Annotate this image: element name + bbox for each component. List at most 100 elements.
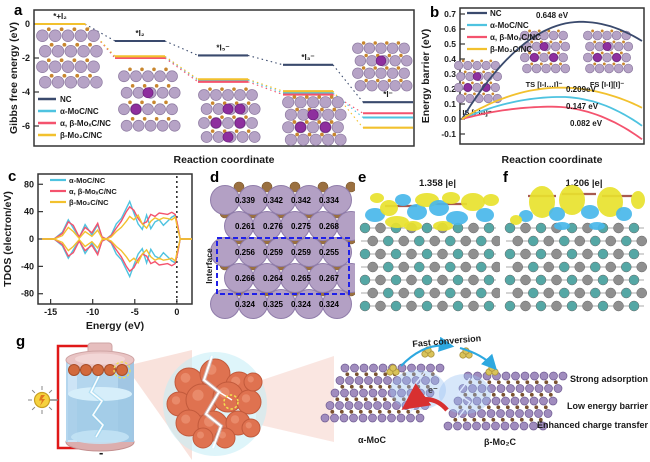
c-atom <box>378 384 383 389</box>
mo-atom <box>481 60 491 71</box>
c-atom <box>62 73 67 78</box>
mo-atom <box>594 63 605 74</box>
lattice-atom <box>414 235 425 247</box>
barrier-annotation: 0.082 eV <box>570 119 603 128</box>
c-atom <box>376 78 380 83</box>
mo-atom <box>496 409 505 418</box>
c-atom <box>415 409 420 414</box>
legend-label: α-MoC/NC <box>60 107 99 116</box>
lattice-atom <box>528 235 539 247</box>
nanoparticle <box>241 418 261 438</box>
c-atom <box>220 115 224 119</box>
mo-atom <box>511 371 520 381</box>
mo-atom <box>613 63 624 74</box>
mo-atom <box>325 401 335 410</box>
lattice-atom <box>491 261 502 273</box>
c-atom <box>489 59 493 63</box>
charge-depletion-blob <box>365 208 385 222</box>
c-atom <box>320 132 324 137</box>
lattice-atom <box>621 235 632 247</box>
iodine-atom <box>234 117 246 129</box>
mo-atom <box>477 409 486 418</box>
mo-atom <box>297 133 310 146</box>
lattice-atom <box>468 222 479 234</box>
c-atom <box>373 66 377 70</box>
lattice-atom <box>483 274 495 286</box>
mo-atom <box>368 413 377 423</box>
bond-length-value: 0.259 <box>263 248 284 257</box>
c-atom <box>387 409 392 414</box>
mo-atom <box>222 89 234 101</box>
mo-atom <box>334 108 347 121</box>
iodine-atom <box>375 55 387 66</box>
c-atom <box>491 92 495 96</box>
nanoparticle-highlight <box>197 431 204 439</box>
mo-atom <box>74 60 88 73</box>
iodine-atom <box>539 42 549 51</box>
panel-letter-g: g <box>16 333 26 350</box>
c-atom <box>549 40 553 44</box>
lattice-atom <box>636 235 647 247</box>
panel-letter-a: a <box>14 2 23 19</box>
mo-atom <box>322 185 352 215</box>
c-atom <box>46 27 51 32</box>
interface-bond-structure: 0.339 0.342 0.342 0.334 0.261 0.276 0.275 0.268… <box>204 181 366 319</box>
mo-atom <box>156 86 169 99</box>
c-atom <box>559 62 562 66</box>
mo-atom <box>515 384 525 393</box>
lattice-atom <box>628 248 640 260</box>
lattice-atom <box>398 287 409 299</box>
mo-atom <box>454 82 464 93</box>
lattice-atom <box>512 261 523 273</box>
c-atom <box>363 397 368 402</box>
electron-label: e⁻ <box>428 385 438 395</box>
c-atom <box>246 101 251 105</box>
lattice-atom <box>390 300 402 312</box>
c-atom <box>491 392 496 397</box>
level-connector <box>84 23 116 59</box>
x-tick-label: -5 <box>131 307 139 317</box>
plot-frame <box>33 9 415 147</box>
lattice-atom <box>528 261 539 273</box>
mo-atom <box>549 371 558 381</box>
mo-atom <box>64 76 78 89</box>
fs-label: FS [I-I][I]⁻ <box>590 80 624 89</box>
c-atom <box>461 81 465 85</box>
bond-length-value: 0.265 <box>291 274 312 283</box>
mo-atom <box>483 93 493 104</box>
mo-atom <box>369 363 378 373</box>
mo-atom <box>36 60 49 73</box>
mo-atom <box>592 30 603 41</box>
mo-atom <box>539 396 548 406</box>
c-atom <box>359 384 364 389</box>
lattice-atom <box>512 287 523 299</box>
mo-atom <box>558 371 568 381</box>
mo-atom <box>142 103 154 116</box>
mo-atom <box>373 376 383 385</box>
c-atom <box>482 92 486 96</box>
lattice-atom <box>551 274 562 286</box>
charge-depletion-blob <box>395 194 411 206</box>
c-atom <box>361 41 366 45</box>
c-atom <box>220 87 224 91</box>
c-atom <box>88 42 92 47</box>
mo-atom <box>553 384 563 393</box>
mo-atom <box>585 63 595 74</box>
mo-atom <box>248 103 261 115</box>
panel-f: 1.206 |e| <box>500 170 648 330</box>
lattice-atom <box>367 235 378 247</box>
c-atom <box>88 73 92 78</box>
lattice-atom <box>574 235 585 247</box>
mo-atom <box>472 396 482 406</box>
c-atom <box>292 120 297 124</box>
c-atom <box>75 73 80 78</box>
level-connector <box>247 78 284 92</box>
bond-length-value: 0.276 <box>263 222 284 231</box>
nanoparticle-highlight <box>192 389 204 401</box>
iodine-molecule <box>389 364 397 372</box>
mo-atom <box>294 96 307 109</box>
charge-density-beta-mo2c: 1.206 |e| <box>504 178 647 312</box>
lattice-atom <box>421 248 433 260</box>
c-atom <box>261 181 273 193</box>
